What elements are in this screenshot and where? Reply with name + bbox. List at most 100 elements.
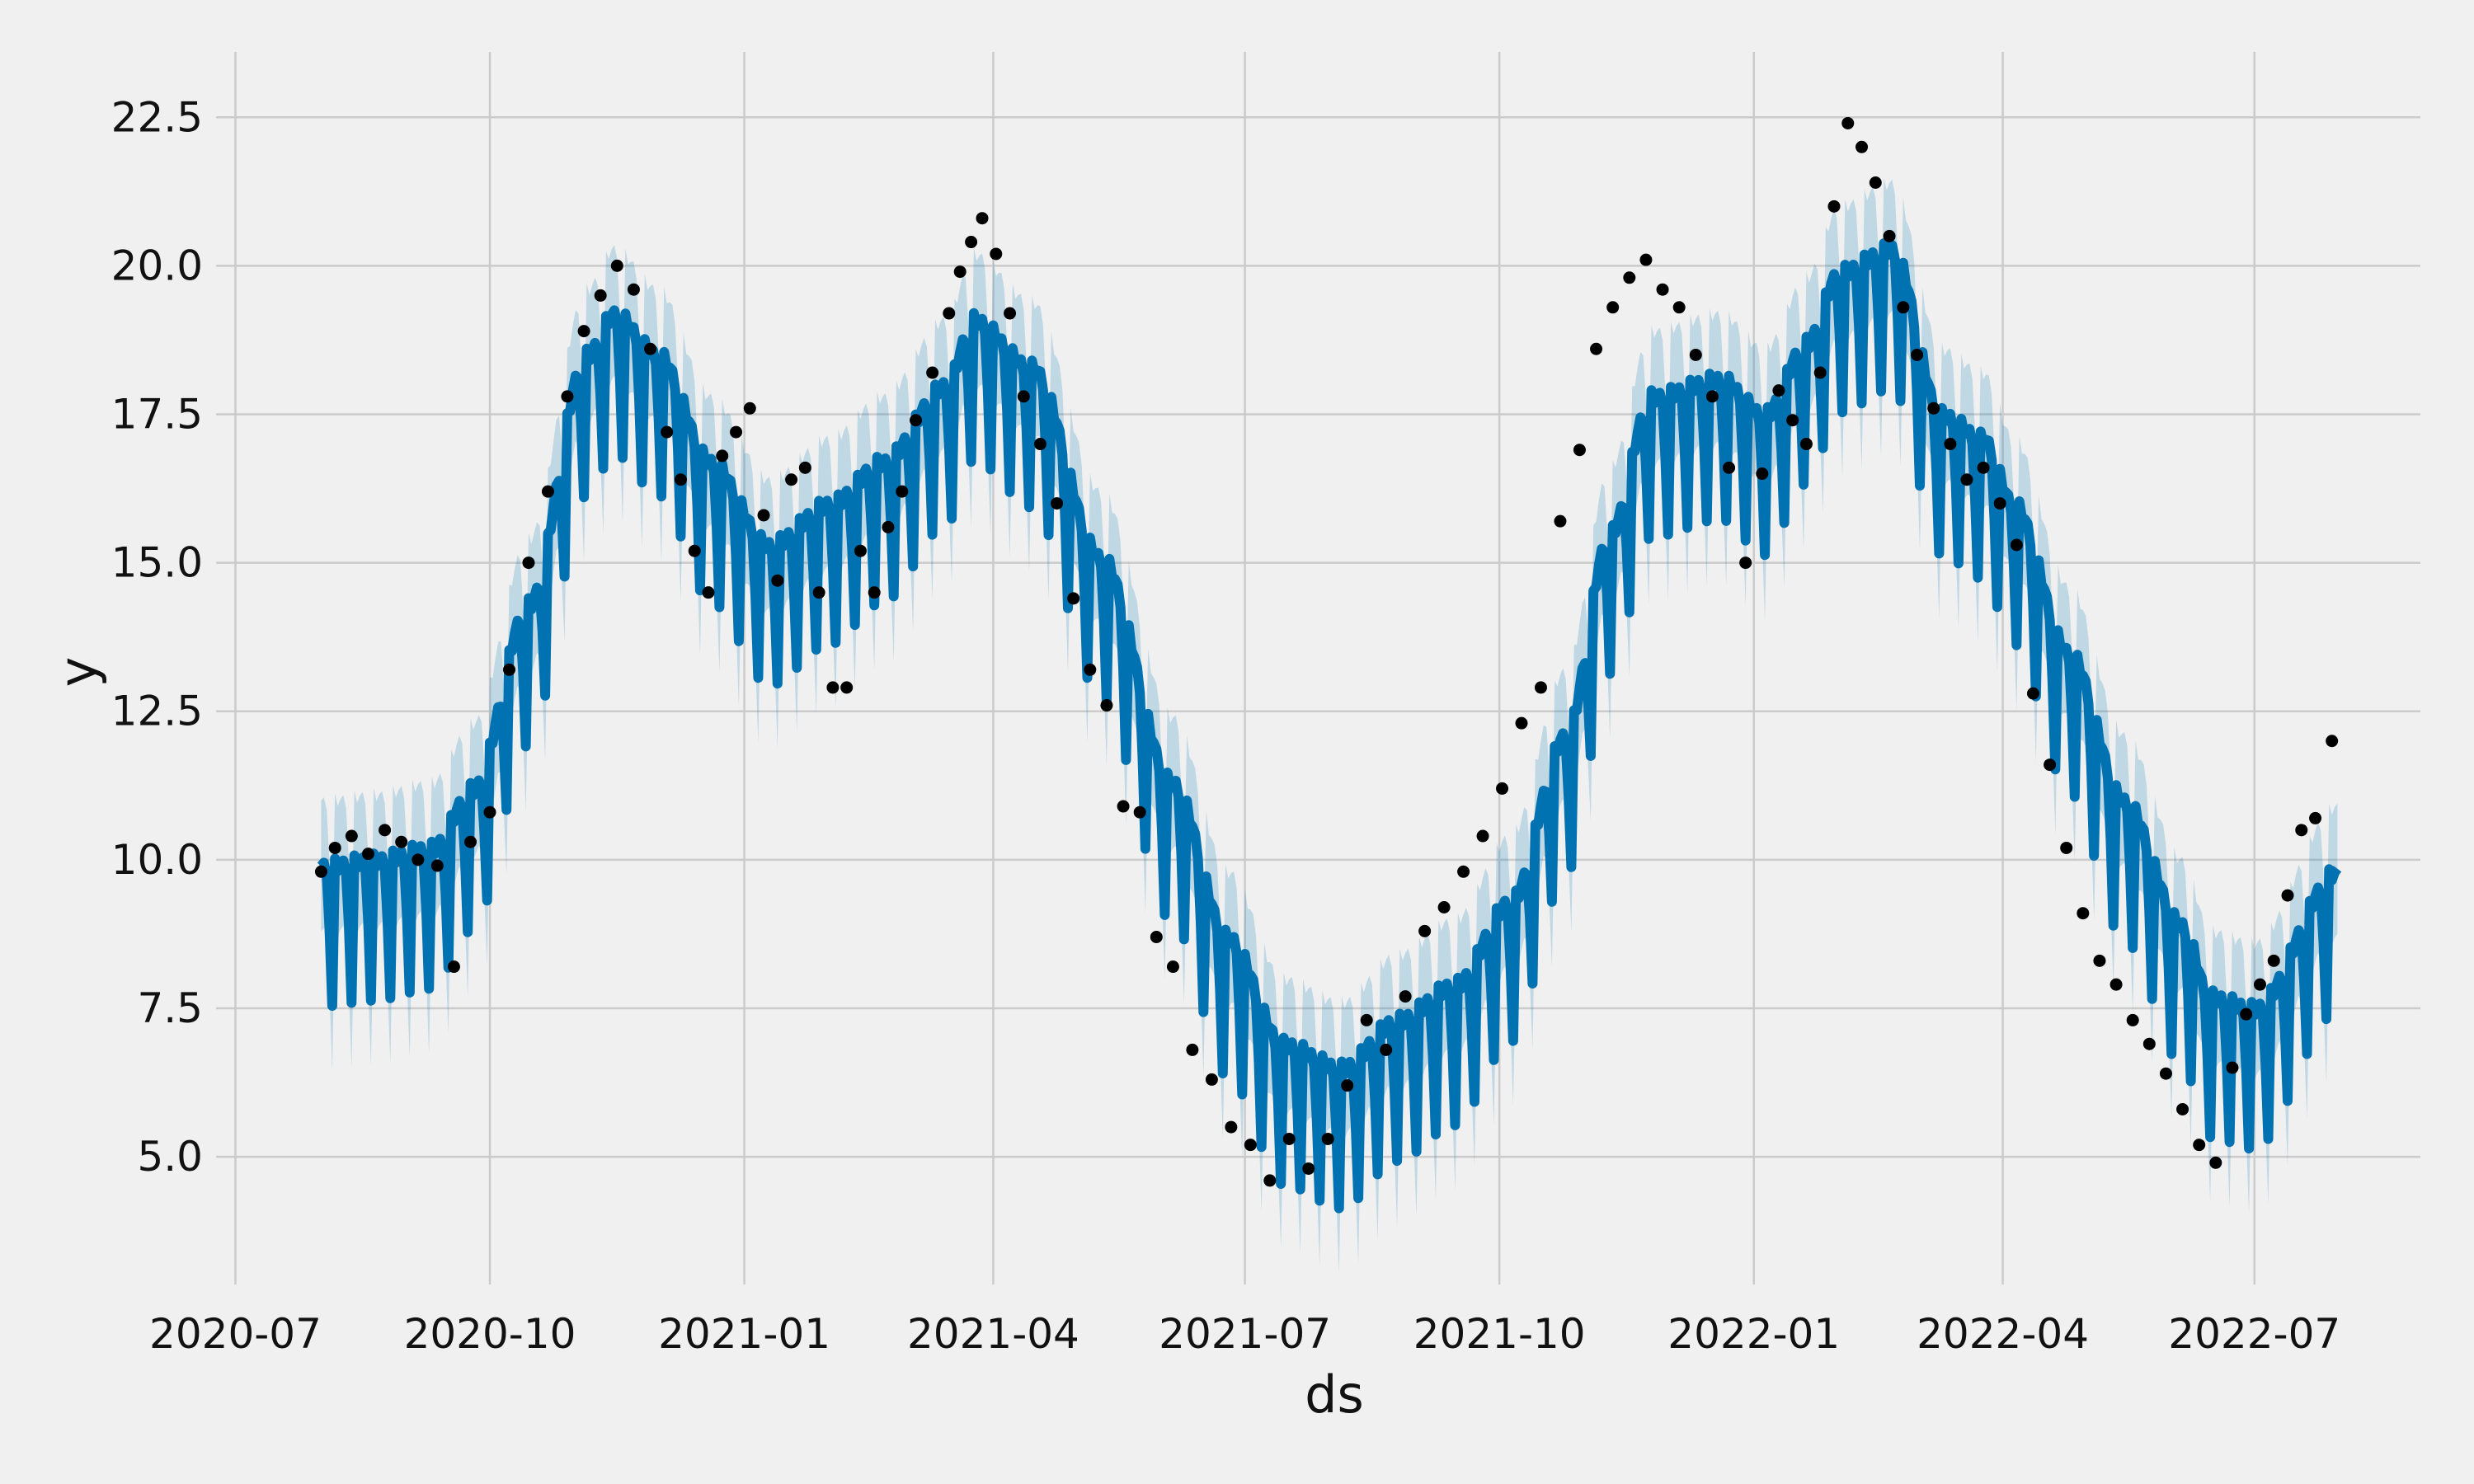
observation-point: [1897, 301, 1910, 314]
observation-point: [1813, 366, 1827, 379]
observation-point: [1017, 390, 1030, 403]
observation-point: [447, 960, 460, 974]
observation-point: [812, 586, 825, 599]
observation-point: [561, 390, 574, 403]
observation-point: [1263, 1174, 1277, 1187]
observation-point: [430, 859, 444, 872]
observation-point: [1302, 1162, 1315, 1176]
observation-point: [1590, 342, 1603, 355]
observation-point: [976, 212, 989, 225]
observation-point: [1225, 1120, 1238, 1134]
observation-point: [965, 236, 978, 249]
observation-point: [1911, 348, 1924, 361]
observation-point: [1437, 900, 1451, 913]
y-tick-label: 12.5: [111, 688, 203, 735]
observation-point: [345, 829, 358, 843]
observation-point: [743, 402, 756, 415]
x-tick-label: 2021-01: [658, 1310, 830, 1358]
forecast-line: [317, 238, 2342, 1214]
x-tick-label: 2021-07: [1159, 1310, 1331, 1358]
observation-point: [2010, 538, 2023, 552]
uncertainty-band: [321, 177, 2338, 1274]
observation-point: [2126, 1013, 2139, 1026]
observation-point: [1827, 200, 1841, 213]
x-axis-label: ds: [1305, 1364, 1364, 1425]
observation-point: [2044, 758, 2057, 772]
observation-point: [716, 449, 729, 463]
observation-point: [2281, 889, 2294, 902]
observation-point: [1554, 514, 1567, 528]
observation-point: [1856, 140, 1869, 153]
observation-point: [910, 414, 923, 427]
observation-point: [1672, 301, 1686, 314]
y-tick-label: 7.5: [137, 984, 203, 1032]
observation-point: [1573, 444, 1586, 457]
observation-point: [1321, 1132, 1334, 1145]
observation-point: [1004, 307, 1017, 320]
observation-point: [1418, 924, 1432, 937]
observation-point: [798, 461, 811, 474]
observation-point: [1639, 253, 1653, 266]
observation-point: [1534, 681, 1547, 694]
observation-point: [379, 824, 392, 837]
observation-point: [610, 259, 623, 272]
x-tick-label: 2022-01: [1667, 1310, 1840, 1358]
observation-point: [868, 586, 881, 599]
observation-point: [730, 425, 743, 439]
observation-point: [785, 473, 798, 486]
observation-point: [361, 848, 374, 861]
observation-point: [1799, 438, 1813, 451]
observation-point: [2026, 687, 2039, 700]
observation-point: [1244, 1139, 1257, 1152]
observation-point: [1623, 271, 1636, 284]
observation-point: [1656, 283, 1669, 296]
y-tick-label: 5.0: [137, 1133, 203, 1181]
observation-point: [483, 805, 496, 819]
observation-point: [1033, 438, 1047, 451]
observation-point: [1186, 1043, 1199, 1056]
x-tick-label: 2020-10: [404, 1310, 576, 1358]
x-tick-label: 2022-07: [2168, 1310, 2340, 1358]
observation-point: [1689, 348, 1702, 361]
observation-point: [1944, 438, 1957, 451]
observation-point: [1399, 990, 1412, 1003]
observation-point: [1457, 865, 1470, 878]
observation-point: [953, 265, 967, 279]
observation-point: [594, 289, 607, 302]
observation-point: [1977, 461, 1990, 474]
observation-point: [2253, 978, 2266, 991]
y-tick-label: 15.0: [111, 539, 203, 587]
observation-point: [464, 835, 477, 848]
observation-point: [2295, 824, 2308, 837]
observation-point: [1993, 497, 2006, 510]
observation-point: [1705, 390, 1719, 403]
x-tick-label: 2021-10: [1413, 1310, 1586, 1358]
observation-point: [1282, 1132, 1296, 1145]
observation-point: [328, 841, 341, 854]
observation-point: [2159, 1067, 2172, 1080]
observation-point: [661, 425, 674, 439]
observation-point: [1927, 402, 1940, 415]
observation-point: [541, 485, 554, 498]
observation-point: [2093, 954, 2106, 967]
observation-point: [627, 283, 640, 296]
observation-point: [1606, 301, 1620, 314]
y-tick-label: 22.5: [111, 93, 203, 141]
observation-point: [1341, 1079, 1354, 1092]
observation-point: [1117, 800, 1130, 813]
y-tick-label: 20.0: [111, 242, 203, 289]
y-axis-ticks: 5.0 7.5 10.0 12.5 15.0 17.5 20.0 22.5: [111, 93, 203, 1181]
observation-point: [926, 366, 939, 379]
observation-point: [1360, 1013, 1373, 1026]
observation-point: [1786, 414, 1799, 427]
observation-point: [1756, 467, 1769, 481]
observation-point: [990, 247, 1003, 261]
observation-point: [1067, 592, 1080, 605]
observation-point: [2209, 1156, 2222, 1169]
observation-point: [2226, 1061, 2239, 1074]
observation-point: [395, 835, 408, 848]
observation-point: [674, 473, 687, 486]
observation-point: [644, 342, 657, 355]
observation-point: [2240, 1007, 2253, 1021]
